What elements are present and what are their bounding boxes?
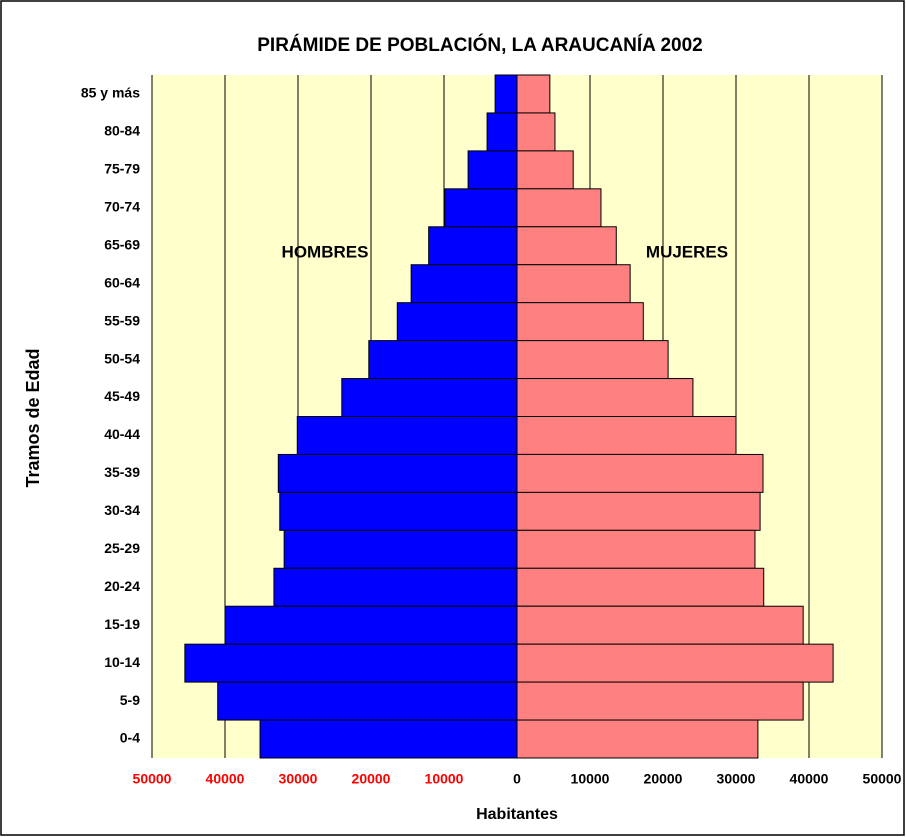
x-tick-label: 10000 (571, 771, 610, 787)
bar (516, 378, 694, 417)
x-tick-label: 30000 (279, 771, 318, 787)
x-tick-label: 10000 (425, 771, 464, 787)
y-tick-label: 0-4 (120, 730, 140, 746)
bar (516, 74, 551, 114)
y-tick-label: 60-64 (104, 274, 140, 290)
bar (494, 74, 518, 114)
y-tick-label: 20-24 (104, 578, 140, 594)
y-tick-label: 40-44 (104, 426, 140, 442)
x-tick-label: 40000 (206, 771, 245, 787)
y-tick-label: 5-9 (120, 692, 140, 708)
y-tick-label: 65-69 (104, 236, 140, 252)
y-tick-label: 80-84 (104, 123, 140, 139)
bar (516, 150, 574, 190)
x-tick-label: 30000 (717, 771, 756, 787)
y-tick-label: 85 y más (81, 85, 140, 101)
bar (486, 112, 518, 152)
x-tick-label: 0 (513, 771, 521, 787)
bar (516, 226, 617, 266)
bar (516, 112, 556, 152)
bar (516, 453, 764, 493)
bar (444, 188, 518, 228)
y-tick-label: 35-39 (104, 464, 140, 480)
bar (217, 681, 518, 721)
bar (516, 719, 759, 759)
y-tick-label: 25-29 (104, 540, 140, 556)
x-tick-label: 50000 (863, 771, 902, 787)
bar (516, 567, 765, 607)
bar (410, 264, 518, 304)
bar (283, 529, 518, 569)
bar (516, 340, 669, 380)
bar (273, 567, 518, 607)
y-axis-label: Tramos de Edad (23, 348, 43, 487)
bar (259, 719, 518, 759)
y-tick-label: 15-19 (104, 616, 140, 632)
bar (516, 188, 602, 228)
bar (368, 340, 518, 380)
x-tick-label: 50000 (133, 771, 172, 787)
bar (279, 491, 518, 531)
y-tick-label: 70-74 (104, 199, 140, 215)
bar (184, 643, 518, 683)
y-tick-label: 10-14 (104, 654, 140, 670)
bar (516, 605, 804, 645)
bar (296, 416, 518, 455)
bar (428, 226, 518, 266)
bar (516, 264, 631, 304)
y-tick-label: 75-79 (104, 161, 140, 177)
legend-label: MUJERES (646, 242, 728, 261)
bar (516, 529, 756, 569)
bar (516, 643, 834, 683)
x-tick-label: 20000 (644, 771, 683, 787)
bar (516, 491, 761, 531)
bar (277, 453, 518, 493)
bar (224, 605, 518, 645)
bar (516, 416, 737, 455)
y-tick-label: 45-49 (104, 388, 140, 404)
x-tick-label: 40000 (790, 771, 829, 787)
y-tick-label: 50-54 (104, 350, 140, 366)
chart-title: PIRÁMIDE DE POBLACIÓN, LA ARAUCANÍA 2002 (257, 34, 703, 56)
bar (516, 302, 644, 342)
y-tick-label: 30-34 (104, 502, 140, 518)
bar (467, 150, 518, 190)
y-tick-label: 55-59 (104, 312, 140, 328)
bar (516, 681, 804, 721)
legend-label: HOMBRES (282, 242, 369, 261)
x-tick-label: 20000 (352, 771, 391, 787)
bar (341, 378, 518, 417)
bar (396, 302, 518, 342)
x-axis-label: Habitantes (476, 806, 558, 823)
